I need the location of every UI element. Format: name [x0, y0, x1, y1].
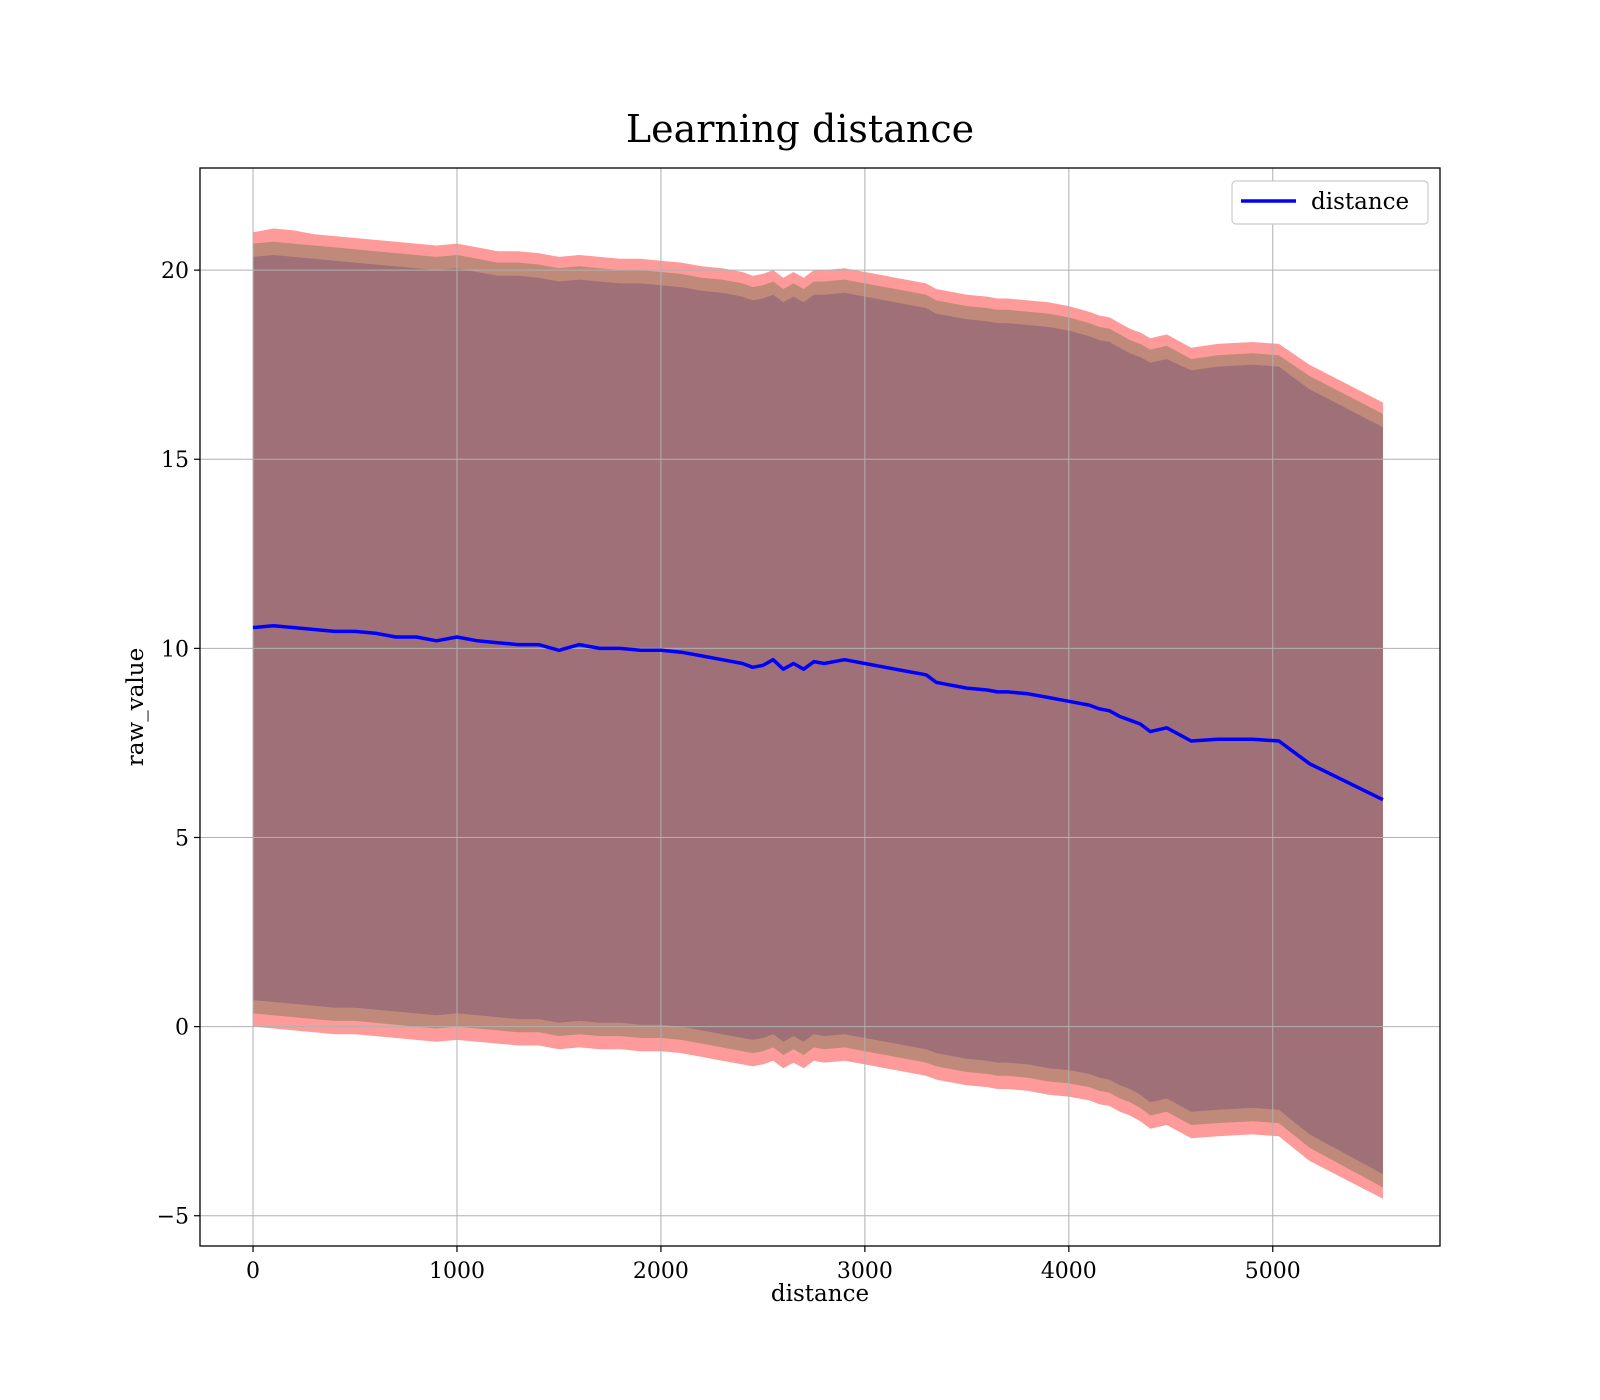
x-tick-label-2: 2000	[633, 1259, 689, 1284]
y-tick-label-0: −5	[157, 1205, 189, 1230]
series-line-distance	[252, 623, 1384, 802]
x-tick-label-5: 5000	[1245, 1259, 1301, 1284]
y-tick-label-1: 0	[175, 1016, 189, 1041]
series-layer	[252, 623, 1384, 802]
legend-label-distance: distance	[1311, 189, 1409, 215]
x-tick-label-0: 0	[246, 1259, 260, 1284]
x-tick-label-1: 1000	[429, 1259, 485, 1284]
y-axis-label: raw_value	[123, 648, 149, 766]
y-tick-label-3: 10	[161, 637, 189, 662]
x-tick-label-3: 3000	[837, 1259, 893, 1284]
plot-frame	[199, 167, 1441, 1247]
confidence-bands	[253, 228, 1383, 1199]
y-axis: −5 0 5 10 15 20	[157, 259, 200, 1230]
y-tick-label-5: 20	[161, 259, 189, 284]
legend: distance	[1231, 180, 1429, 225]
band-inner	[253, 255, 1383, 1175]
chart-title: Learning distance	[626, 107, 974, 151]
legend-box	[1231, 180, 1429, 225]
x-tick-label-4: 4000	[1041, 1259, 1097, 1284]
x-axis-label: distance	[771, 1281, 869, 1307]
x-axis: 0 1000 2000 3000 4000 5000	[246, 1246, 1301, 1284]
y-tick-label-4: 15	[161, 448, 189, 473]
y-tick-label-2: 5	[175, 826, 189, 851]
grid-lines	[200, 168, 1440, 1246]
